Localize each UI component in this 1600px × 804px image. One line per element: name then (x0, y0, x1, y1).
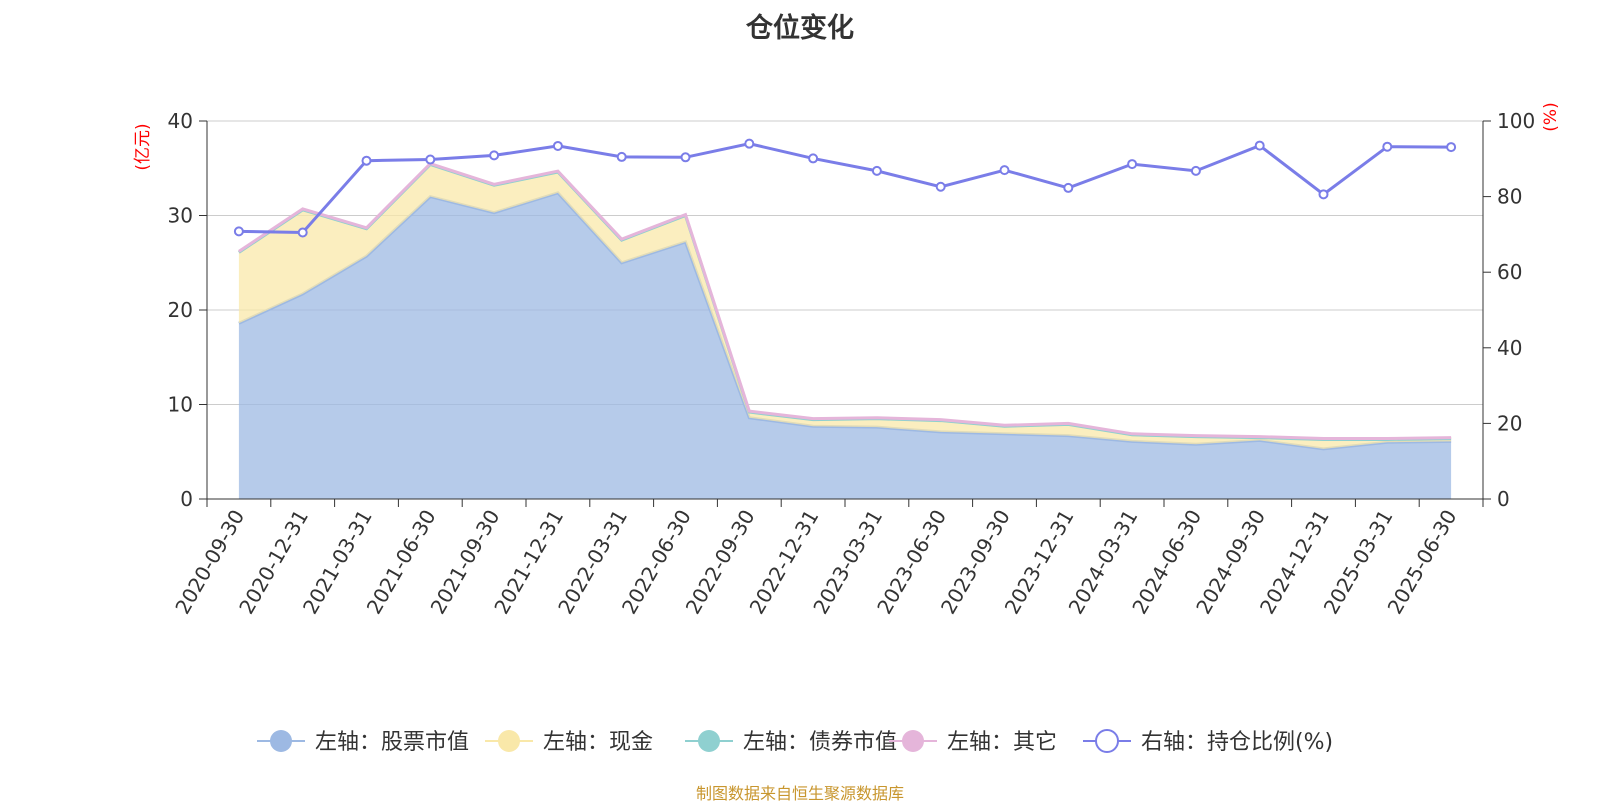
legend-item-4: 右轴：持仓比例(%) (1083, 729, 1333, 755)
right-tick-label: 20 (1497, 411, 1522, 435)
ratio-point (680, 152, 691, 163)
left-tick-label: 10 (168, 393, 193, 417)
ratio-point (808, 153, 819, 164)
legend-item-1: 左轴：现金 (485, 730, 653, 755)
area-series-0 (238, 192, 1452, 499)
ratio-point (361, 155, 372, 166)
ratio-point (1382, 141, 1393, 152)
ratio-point (999, 165, 1010, 176)
legend-marker (498, 730, 520, 752)
left-tick-label: 20 (168, 298, 193, 322)
area-line-series-3 (238, 161, 1452, 441)
legend-marker (902, 730, 924, 752)
legend-label: 左轴：股票市值 (315, 730, 469, 755)
ratio-point (1446, 142, 1457, 153)
ratio-point (744, 138, 755, 149)
legend-item-2: 左轴：债券市值 (685, 730, 897, 755)
left-tick-label: 0 (180, 487, 193, 511)
right-axis-unit: (%) (1541, 102, 1561, 131)
stacked-areas (238, 161, 1452, 499)
position-ratio-line (233, 138, 1457, 238)
legend-marker (270, 730, 292, 752)
ratio-point (489, 150, 500, 161)
data-source-note: 制图数据来自恒生聚源数据库 (695, 784, 904, 803)
legend-marker (698, 730, 720, 752)
ratio-point (616, 151, 627, 162)
ratio-point (552, 140, 563, 151)
chart-title: 仓位变化 (746, 13, 854, 44)
legend-label: 左轴：现金 (543, 730, 653, 755)
legend-label: 左轴：债券市值 (743, 730, 897, 755)
legend-item-0: 左轴：股票市值 (257, 730, 469, 755)
legend-marker (1095, 729, 1119, 753)
ratio-point (1063, 182, 1074, 193)
legend-label: 左轴：其它 (947, 730, 1057, 755)
ratio-point (1318, 189, 1329, 200)
ratio-point (871, 165, 882, 176)
ratio-point (233, 226, 244, 237)
legend-label: 右轴：持仓比例(%) (1141, 730, 1333, 755)
ratio-point (1190, 165, 1201, 176)
right-tick-label: 40 (1497, 336, 1522, 360)
left-tick-label: 40 (168, 109, 193, 133)
legend-item-3: 左轴：其它 (889, 730, 1057, 755)
ratio-point (935, 181, 946, 192)
legend: 左轴：股票市值 左轴：现金 左轴：债券市值 左轴：其它 右轴：持仓比例(%) (257, 729, 1333, 755)
left-tick-label: 30 (168, 204, 193, 228)
ratio-line (238, 142, 1452, 235)
ratio-point (1254, 140, 1265, 151)
ratio-point (425, 154, 436, 165)
right-tick-label: 60 (1497, 260, 1522, 284)
right-tick-label: 100 (1497, 109, 1535, 133)
ratio-point (1127, 159, 1138, 170)
right-tick-label: 80 (1497, 185, 1522, 209)
ratio-point (297, 227, 308, 238)
right-tick-label: 0 (1497, 487, 1510, 511)
left-axis-unit: (亿元) (133, 123, 153, 170)
